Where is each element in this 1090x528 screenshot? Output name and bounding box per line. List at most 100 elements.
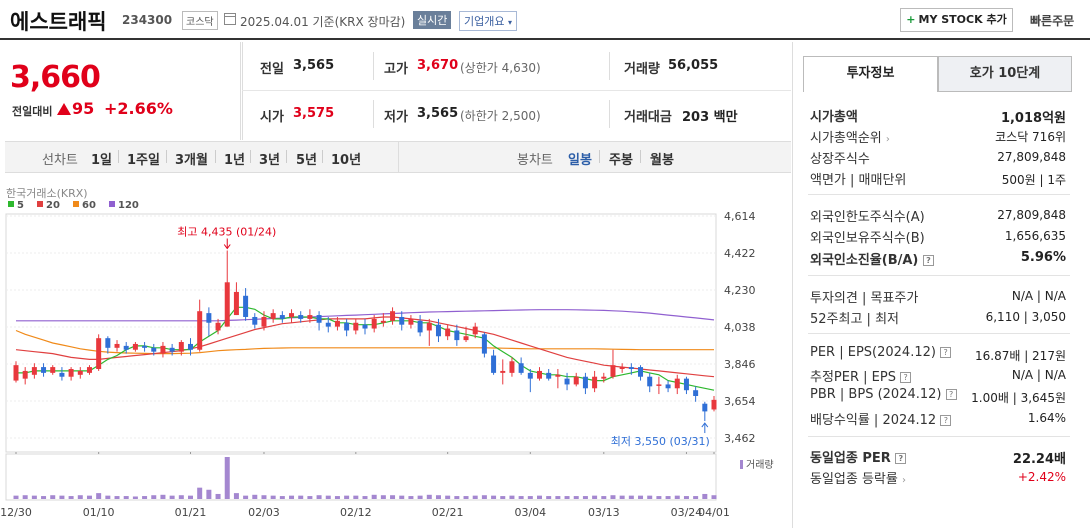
volume-bar: [537, 495, 542, 499]
market-cap-rank-label[interactable]: 시가총액순위 ›: [810, 131, 890, 146]
candle-body: [325, 322, 331, 327]
period-daily[interactable]: 일봉: [568, 153, 592, 168]
candle-chart-label: 봉차트: [517, 153, 553, 168]
volume-bar: [592, 495, 598, 499]
help-icon[interactable]: ?: [940, 415, 952, 426]
candle-body: [233, 291, 239, 316]
candle-body: [491, 355, 497, 373]
volume-bar: [500, 496, 506, 499]
candle-body: [289, 313, 295, 317]
x-tick-label: 03/04: [514, 506, 546, 519]
period-10y[interactable]: 10년: [331, 153, 362, 168]
volume-frame: [5, 453, 717, 501]
period-sep: [322, 150, 323, 163]
stock-header: [0, 0, 1090, 40]
volume-bar: [399, 495, 405, 499]
volume-bar: [169, 495, 175, 499]
mystock-add-button[interactable]: + MY STOCK 추가: [900, 8, 1013, 32]
help-icon[interactable]: ?: [895, 453, 907, 464]
candle-body: [224, 282, 230, 327]
candle-body: [454, 330, 460, 341]
quick-order-button[interactable]: 빠른주문: [1030, 14, 1075, 28]
volume-bar: [68, 496, 74, 499]
candle-body: [105, 338, 111, 348]
help-icon[interactable]: ?: [900, 372, 912, 383]
volume-bar: [371, 494, 377, 499]
sector-change-label[interactable]: 동일업종 등락률 ›: [810, 472, 906, 487]
period-weekly[interactable]: 주봉: [609, 153, 633, 168]
y-tick-label: 3,462: [724, 432, 756, 445]
period-1y[interactable]: 1년: [224, 153, 246, 168]
period-5y[interactable]: 5년: [296, 153, 318, 168]
volume-bar: [59, 495, 65, 499]
x-tick-label: 02/12: [340, 506, 372, 519]
candle-body: [215, 322, 221, 331]
help-icon[interactable]: ?: [940, 347, 952, 358]
tab-invest-info[interactable]: 투자정보: [803, 56, 938, 92]
volume-bar: [683, 496, 689, 499]
pbr-label: PBR | BPS (2024.12) ?: [810, 387, 957, 402]
period-sep: [286, 150, 287, 163]
volume-bar: [142, 496, 148, 499]
volume-bar: [362, 496, 368, 499]
volume-bar: [123, 496, 129, 499]
pbr-value: 1.00배 | 3,645원: [971, 391, 1066, 405]
current-price: 3,660: [10, 60, 101, 95]
candle-body: [537, 370, 542, 379]
candle-body: [399, 316, 405, 325]
y-tick-label: 4,230: [724, 284, 756, 297]
candle-body: [711, 399, 717, 410]
volume-bar: [408, 496, 414, 499]
volume-legend-label: 거래량: [746, 459, 774, 471]
quote-divider: [609, 100, 610, 128]
volume-bar: [188, 495, 193, 499]
high-label: 고가: [384, 62, 408, 77]
realtime-badge[interactable]: 실시간: [413, 11, 452, 29]
volume-bar: [224, 457, 230, 499]
candle-body: [334, 320, 340, 327]
y-axis: 4,614 4,422 4,230 4,038 3,846 3,654 3,462: [724, 210, 756, 445]
volume-bar: [472, 495, 478, 499]
company-overview-button[interactable]: 기업개요 ▾: [459, 11, 517, 31]
period-1w[interactable]: 1주일: [127, 153, 160, 168]
volume-bar: [261, 495, 267, 499]
candle-body: [619, 367, 625, 370]
candle-body: [380, 320, 386, 323]
volume-bar: [582, 496, 588, 499]
section-divider: [808, 275, 1070, 276]
plus-icon: +: [906, 13, 916, 26]
candle-body: [160, 345, 166, 354]
candle-body: [683, 378, 689, 391]
period-1d[interactable]: 1일: [91, 153, 113, 168]
period-3m[interactable]: 3개월: [175, 153, 208, 168]
per-value: 16.87배 | 217원: [974, 349, 1066, 363]
help-icon[interactable]: ?: [945, 389, 957, 400]
foreign-ratio-value: 5.96%: [1020, 250, 1066, 265]
volume-bar: [270, 495, 276, 499]
volume-bar: [22, 495, 28, 499]
candle-body: [647, 376, 653, 387]
section-divider: [808, 194, 1070, 195]
candles: [13, 250, 717, 422]
period-3y[interactable]: 3년: [259, 153, 281, 168]
volume-bar: [344, 495, 350, 499]
arrow-down-icon: [223, 244, 231, 250]
period-monthly[interactable]: 월봉: [650, 153, 674, 168]
candle-body: [500, 370, 506, 373]
volume-bar: [50, 495, 56, 499]
candle-body: [592, 376, 598, 389]
volume-label: 거래량: [624, 62, 660, 77]
candle-body: [86, 367, 92, 373]
help-icon[interactable]: ?: [922, 255, 934, 266]
par-value: 500원 | 1주: [1001, 173, 1066, 187]
x-tick-label: 03/24: [671, 506, 703, 519]
candle-body: [362, 324, 368, 329]
candle-body: [509, 361, 515, 373]
volume-bar: [279, 496, 285, 499]
foreign-hold-label: 외국인보유주식수(B): [810, 231, 925, 246]
price-chart[interactable]: 한국거래소(KRX) 5 20 60 120 4,614 4,422 4,230 4,038…: [0, 176, 790, 528]
tab-orderbook[interactable]: 호가 10단계: [938, 56, 1072, 92]
candle-body: [279, 315, 285, 319]
candle-body: [22, 370, 28, 379]
candle-body: [261, 316, 267, 327]
